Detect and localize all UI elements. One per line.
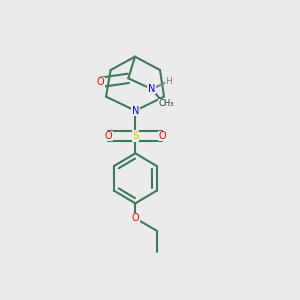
Text: S: S [132,131,139,141]
Text: O: O [131,213,139,223]
Text: N: N [132,106,139,116]
Text: CH₃: CH₃ [158,100,174,109]
Text: H: H [165,77,172,86]
Text: O: O [104,131,112,141]
Text: O: O [158,131,166,141]
Text: O: O [97,77,104,87]
Text: N: N [148,84,155,94]
